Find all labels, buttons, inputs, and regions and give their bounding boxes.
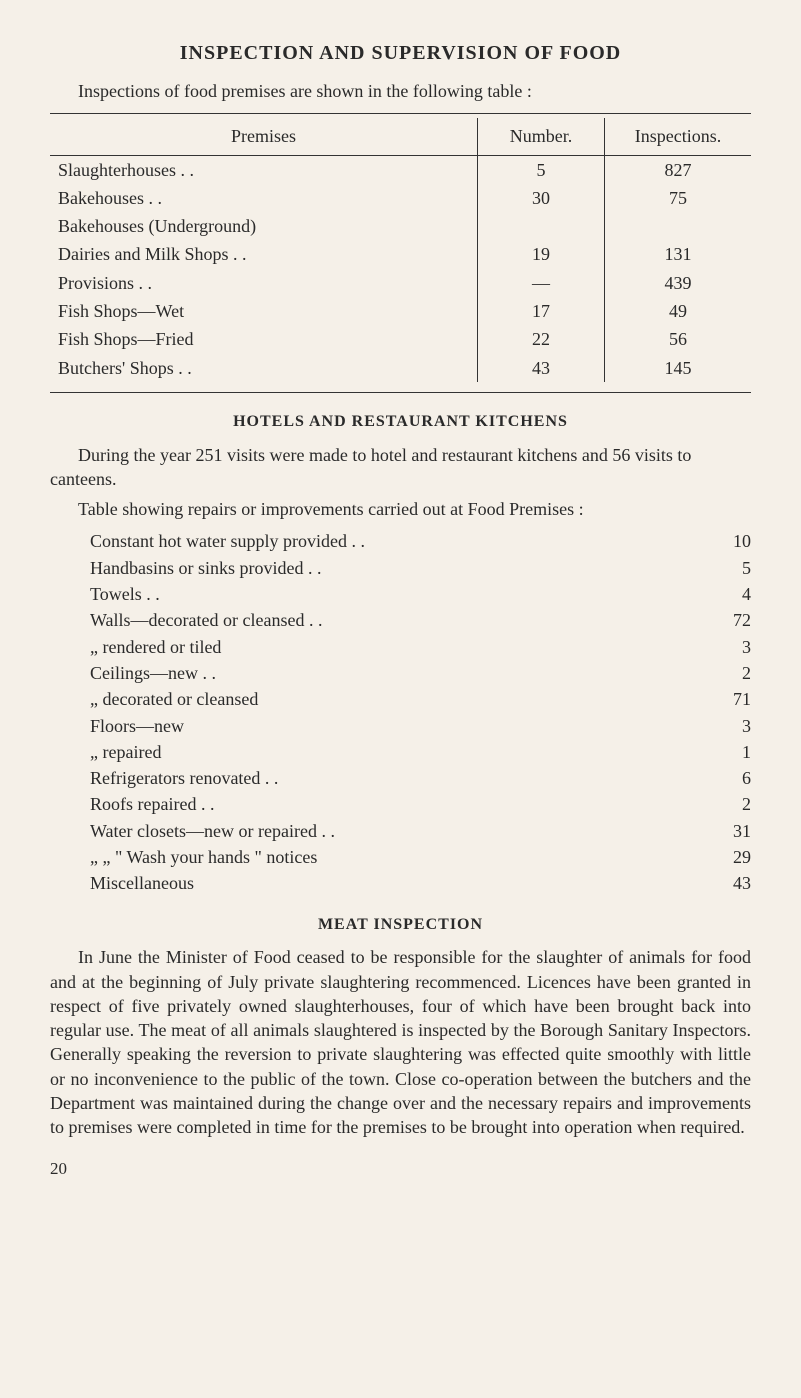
repair-value: 1 — [701, 740, 751, 764]
cell-label: Bakehouses . . — [50, 184, 478, 212]
list-item: Roofs repaired . .2 — [90, 792, 751, 816]
table-row: Slaughterhouses . . 5 827 — [50, 155, 751, 184]
repair-label: Constant hot water supply provided . . — [90, 529, 701, 553]
repair-label: „ repaired — [90, 740, 701, 764]
repair-value: 10 — [701, 529, 751, 553]
cell-number: 22 — [478, 325, 605, 353]
list-item: Handbasins or sinks provided . .5 — [90, 556, 751, 580]
meat-body: In June the Minister of Food ceased to b… — [50, 945, 751, 1139]
cell-label: Butchers' Shops . . — [50, 354, 478, 382]
list-item: Water closets—new or repaired . .31 — [90, 819, 751, 843]
repair-value: 2 — [701, 792, 751, 816]
table-row: Fish Shops—Wet 17 49 — [50, 297, 751, 325]
section-heading-meat: MEAT INSPECTION — [50, 914, 751, 936]
cell-number: 30 — [478, 184, 605, 212]
repair-value: 3 — [701, 635, 751, 659]
repair-label: Walls—decorated or cleansed . . — [90, 608, 701, 632]
repair-label: „ decorated or cleansed — [90, 687, 701, 711]
intro-text: Inspections of food premises are shown i… — [50, 79, 751, 103]
table-row: Provisions . . — 439 — [50, 269, 751, 297]
repair-value: 29 — [701, 845, 751, 869]
repair-value: 2 — [701, 661, 751, 685]
list-item: Constant hot water supply provided . .10 — [90, 529, 751, 553]
table-row: Dairies and Milk Shops . . 19 131 — [50, 240, 751, 268]
repair-label: Roofs repaired . . — [90, 792, 701, 816]
table-row: Fish Shops—Fried 22 56 — [50, 325, 751, 353]
repair-value: 72 — [701, 608, 751, 632]
cell-inspections: 131 — [605, 240, 752, 268]
table-row: Bakehouses (Underground) — [50, 212, 751, 240]
table-row: Butchers' Shops . . 43 145 — [50, 354, 751, 382]
table-top-rule — [50, 113, 751, 114]
cell-label: Fish Shops—Wet — [50, 297, 478, 325]
list-item: Walls—decorated or cleansed . .72 — [90, 608, 751, 632]
cell-number: 19 — [478, 240, 605, 268]
table-bottom-rule — [50, 392, 751, 393]
col-premises: Premises — [50, 118, 478, 155]
cell-number: 5 — [478, 155, 605, 184]
col-inspections: Inspections. — [605, 118, 752, 155]
list-item: Ceilings—new . .2 — [90, 661, 751, 685]
page-number: 20 — [50, 1158, 751, 1181]
premises-table: Premises Number. Inspections. Slaughterh… — [50, 118, 751, 382]
repair-value: 6 — [701, 766, 751, 790]
cell-number: 17 — [478, 297, 605, 325]
repair-label: Refrigerators renovated . . — [90, 766, 701, 790]
section-heading-hotels: HOTELS AND RESTAURANT KITCHENS — [50, 411, 751, 433]
repair-label: Floors—new — [90, 714, 701, 738]
list-item: „ repaired1 — [90, 740, 751, 764]
list-item: Floors—new3 — [90, 714, 751, 738]
page-title: INSPECTION AND SUPERVISION OF FOOD — [50, 40, 751, 67]
repair-value: 5 — [701, 556, 751, 580]
list-item: „ „ " Wash your hands " notices29 — [90, 845, 751, 869]
cell-number: — — [478, 269, 605, 297]
cell-inspections: 145 — [605, 354, 752, 382]
repair-label: Water closets—new or repaired . . — [90, 819, 701, 843]
repair-label: Handbasins or sinks provided . . — [90, 556, 701, 580]
list-item: „ rendered or tiled3 — [90, 635, 751, 659]
repair-value: 31 — [701, 819, 751, 843]
cell-label: Slaughterhouses . . — [50, 155, 478, 184]
list-item: Towels . .4 — [90, 582, 751, 606]
col-number: Number. — [478, 118, 605, 155]
list-item: Miscellaneous43 — [90, 871, 751, 895]
cell-number: 43 — [478, 354, 605, 382]
cell-inspections: 56 — [605, 325, 752, 353]
repair-value: 71 — [701, 687, 751, 711]
hotels-para-2: Table showing repairs or improvements ca… — [50, 497, 751, 521]
cell-inspections: 827 — [605, 155, 752, 184]
repair-value: 3 — [701, 714, 751, 738]
repair-value: 4 — [701, 582, 751, 606]
cell-label: Provisions . . — [50, 269, 478, 297]
table-header-row: Premises Number. Inspections. — [50, 118, 751, 155]
cell-inspections: 439 — [605, 269, 752, 297]
repair-label: Towels . . — [90, 582, 701, 606]
cell-label: Dairies and Milk Shops . . — [50, 240, 478, 268]
list-item: „ decorated or cleansed71 — [90, 687, 751, 711]
cell-inspections — [605, 212, 752, 240]
cell-inspections: 49 — [605, 297, 752, 325]
cell-label: Bakehouses (Underground) — [50, 212, 478, 240]
table-row: Bakehouses . . 30 75 — [50, 184, 751, 212]
hotels-para-1: During the year 251 visits were made to … — [50, 443, 751, 492]
repair-label: Ceilings—new . . — [90, 661, 701, 685]
cell-label: Fish Shops—Fried — [50, 325, 478, 353]
cell-inspections: 75 — [605, 184, 752, 212]
repair-label: Miscellaneous — [90, 871, 701, 895]
repair-value: 43 — [701, 871, 751, 895]
repairs-list: Constant hot water supply provided . .10… — [90, 529, 751, 895]
repair-label: „ „ " Wash your hands " notices — [90, 845, 701, 869]
repair-label: „ rendered or tiled — [90, 635, 701, 659]
cell-number — [478, 212, 605, 240]
list-item: Refrigerators renovated . .6 — [90, 766, 751, 790]
